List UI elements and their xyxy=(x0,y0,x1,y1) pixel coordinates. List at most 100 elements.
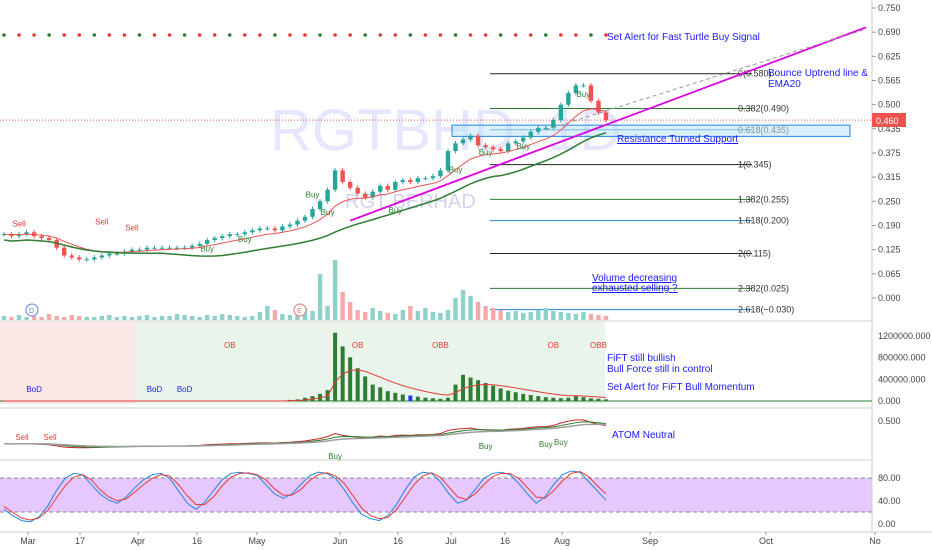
turtle-signal-dot xyxy=(212,33,217,37)
turtle-signal-dot xyxy=(408,33,413,37)
stoch-line xyxy=(3,471,607,521)
candle-body xyxy=(400,180,406,182)
candle-body xyxy=(498,149,503,152)
turtle-signal-dot xyxy=(378,33,383,37)
stoch-axis-label: 0.00 xyxy=(878,519,896,529)
volume-bar xyxy=(152,317,157,320)
candle-body xyxy=(363,193,368,198)
price-axis-label: 0.625 xyxy=(878,51,901,61)
turtle-signal-dot xyxy=(288,33,292,37)
candle-body xyxy=(528,131,533,138)
volume-bar xyxy=(174,314,180,320)
volume-bar xyxy=(355,310,360,320)
candle-body xyxy=(430,176,436,179)
candle-body xyxy=(385,185,390,190)
candle-body xyxy=(393,182,398,190)
volume-bar xyxy=(114,317,120,320)
turtle-signal-dot xyxy=(137,33,142,37)
dividend-marker[interactable] xyxy=(25,303,39,317)
fift-bar xyxy=(385,391,390,401)
candle-body xyxy=(521,137,526,142)
candle-body xyxy=(596,100,601,113)
candle-body xyxy=(573,85,579,94)
fift-axis-label: 800000.000 xyxy=(878,353,926,363)
fibonacci-level-label: 0.382(0.490) xyxy=(738,104,789,114)
volume-bar xyxy=(189,316,195,320)
turtle-signal-dot xyxy=(453,33,458,37)
fift-bar xyxy=(393,392,398,401)
candle-body xyxy=(197,243,202,246)
fift-bar xyxy=(370,384,375,401)
support-zone-box xyxy=(451,124,851,137)
fibonacci-level-label: 2.618(−0.030) xyxy=(738,305,794,315)
volume-bar xyxy=(521,313,526,320)
candle-body xyxy=(505,143,511,152)
fift-axis-label: 0.000 xyxy=(878,396,901,406)
price-axis-label: 0.565 xyxy=(878,76,901,86)
uptrend-line[interactable] xyxy=(349,26,867,222)
turtle-signal-dot xyxy=(92,33,97,37)
turtle-signal-dot xyxy=(122,33,127,37)
fift-bar xyxy=(588,398,593,401)
annotation-bounce: Bounce Uptrend line & xyxy=(768,68,868,79)
fift-bullish-zone xyxy=(135,322,605,404)
candle-body xyxy=(9,234,14,237)
volume-bar xyxy=(400,310,406,320)
candle-body xyxy=(242,232,247,235)
fift-bar xyxy=(513,392,518,401)
fift-bar xyxy=(596,398,601,401)
fift-bar xyxy=(558,398,563,401)
volume-bar xyxy=(596,315,601,320)
candle-body xyxy=(347,182,353,188)
candle-body xyxy=(355,187,360,194)
volume-bar xyxy=(137,316,142,320)
turtle-signal-dot xyxy=(2,33,6,37)
time-axis-label: Jun xyxy=(333,536,348,546)
candle-body xyxy=(92,257,97,260)
candle-body xyxy=(69,255,74,258)
volume-bar xyxy=(167,316,172,320)
candle-body xyxy=(543,127,548,129)
volume-bar xyxy=(295,312,300,320)
fift-bar xyxy=(408,395,413,401)
volume-bar xyxy=(24,317,29,320)
turtle-signal-dot xyxy=(258,33,262,37)
volume-bar xyxy=(528,312,533,320)
candle-body xyxy=(438,170,443,177)
time-axis-label: 16 xyxy=(500,536,510,546)
sell-marker: Sell xyxy=(125,223,139,232)
candle-body xyxy=(415,178,421,182)
fift-bar xyxy=(543,397,548,401)
earnings-marker[interactable] xyxy=(293,303,307,317)
volume-bar xyxy=(9,317,14,320)
candle-body xyxy=(460,139,466,144)
buy-marker: Buy xyxy=(479,148,493,157)
atom-buy-marker: Buy xyxy=(479,442,493,451)
fift-bar xyxy=(528,394,533,401)
fibonacci-level-label: 1(0.345) xyxy=(738,160,772,170)
volume-bar xyxy=(16,315,22,320)
ob-marker: OB xyxy=(224,341,236,350)
turtle-signal-dot xyxy=(47,33,51,37)
volume-bar xyxy=(39,317,44,320)
atom-mid-line xyxy=(3,421,607,448)
fift-bar xyxy=(491,385,496,401)
time-axis-label: 16 xyxy=(192,536,202,546)
turtle-signal-dot xyxy=(273,33,277,37)
volume-bar xyxy=(543,308,548,320)
candle-body xyxy=(295,220,300,225)
volume-bar xyxy=(483,306,488,320)
volume-bar xyxy=(280,314,285,320)
volume-bar xyxy=(581,312,586,320)
volume-bar xyxy=(220,314,225,320)
candle-body xyxy=(588,85,594,101)
volume-bar xyxy=(558,312,564,320)
buy-marker: Buy xyxy=(388,206,402,215)
candle-body xyxy=(310,209,315,217)
volume-bar xyxy=(257,312,263,320)
time-axis-label: Apr xyxy=(131,536,145,546)
volume-bar xyxy=(62,317,67,320)
candle-body xyxy=(220,236,225,239)
candle-body xyxy=(129,249,135,252)
